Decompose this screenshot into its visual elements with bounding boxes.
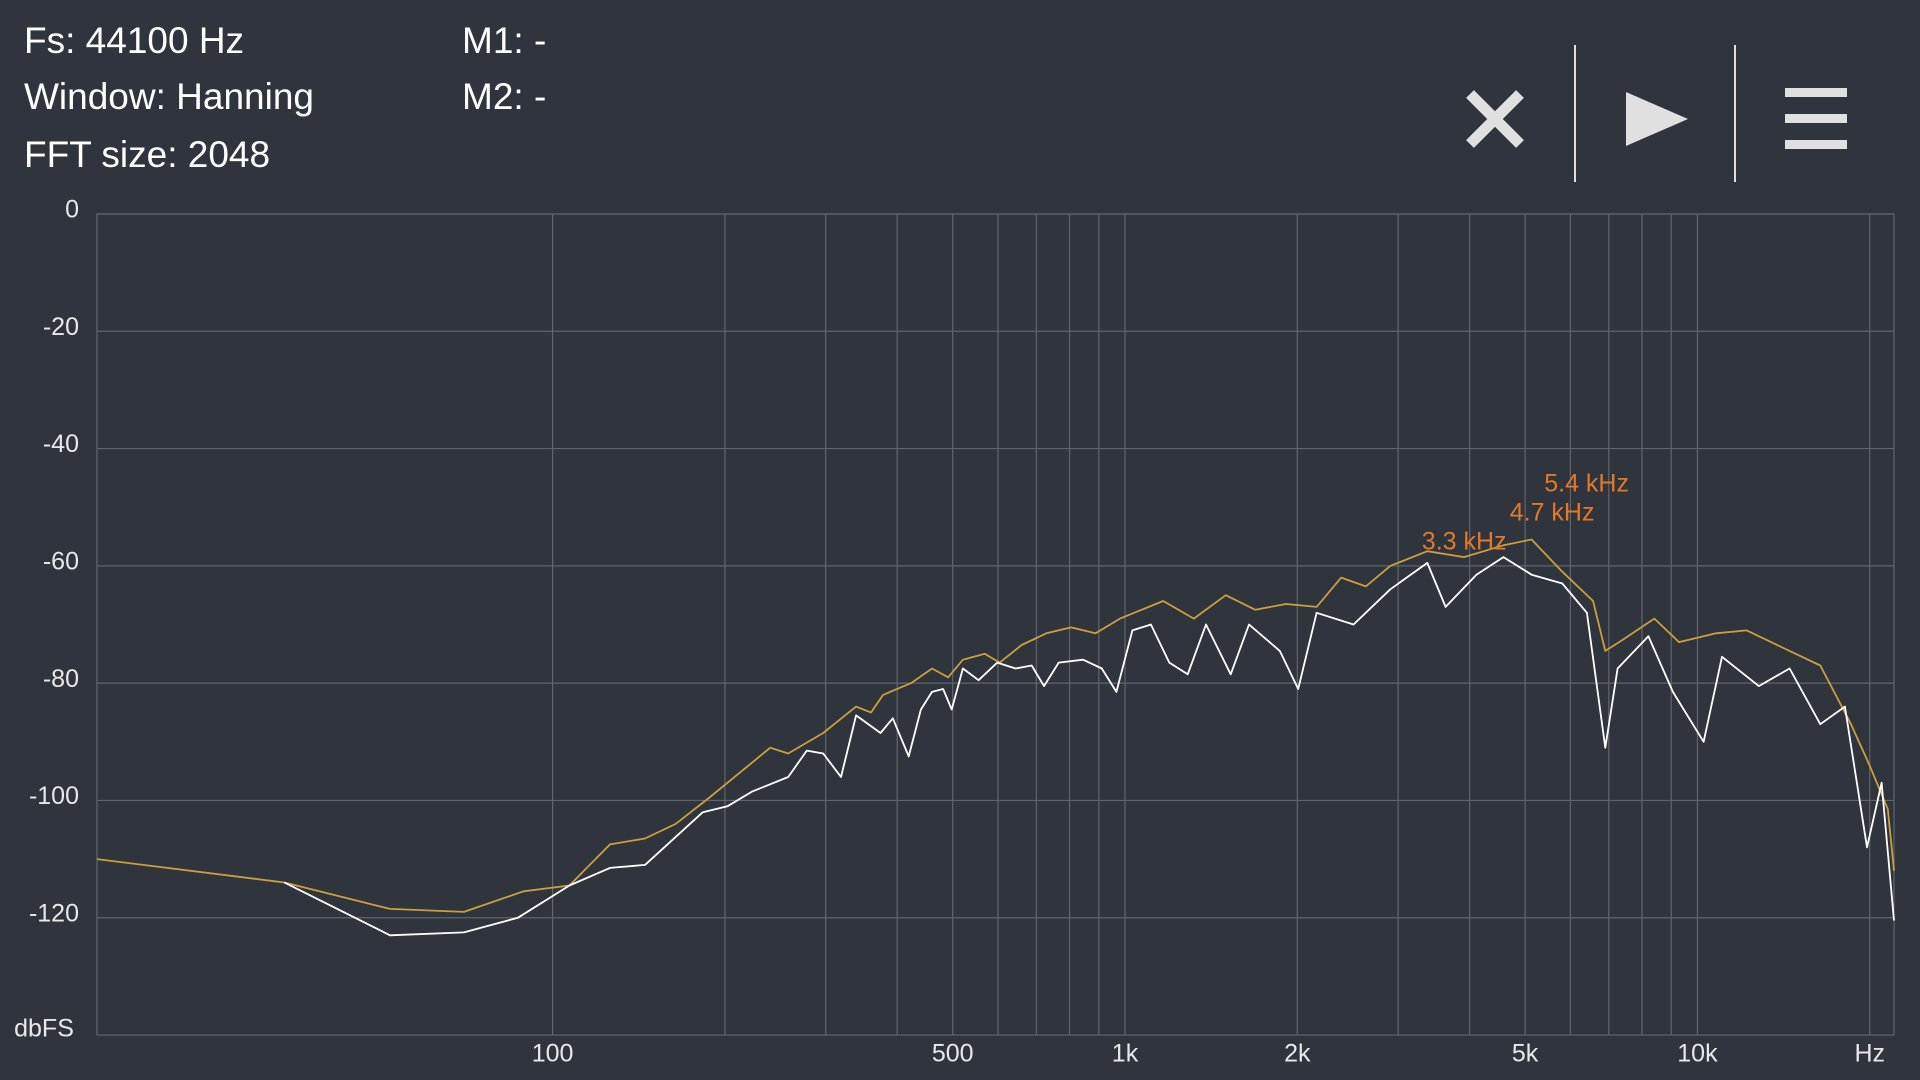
peak-label: 5.4 kHz: [1544, 470, 1629, 498]
menu-icon[interactable]: [1785, 114, 1847, 123]
x-tick-label: 2k: [1284, 1040, 1311, 1068]
y-tick-label: 0: [65, 196, 79, 224]
spectrum-line: [96, 538, 1895, 913]
y-tick-label: -120: [29, 899, 79, 927]
y-tick-label: -40: [43, 430, 79, 458]
clear-button[interactable]: [1445, 60, 1545, 178]
spectrum-line: [283, 556, 1895, 937]
y-tick-label: -80: [43, 665, 79, 693]
x-tick-label: 1k: [1112, 1040, 1139, 1068]
x-tick-label: 10k: [1677, 1040, 1718, 1068]
play-button[interactable]: [1605, 60, 1705, 178]
peak-label: 3.3 kHz: [1422, 528, 1507, 556]
marker-2: M2: -: [462, 76, 546, 117]
menu-icon[interactable]: [1785, 140, 1847, 149]
fs-info: Fs: 44100 Hz: [24, 20, 244, 61]
menu-icon[interactable]: [1785, 88, 1847, 97]
x-tick-label: 500: [932, 1040, 974, 1068]
play-icon[interactable]: [1626, 92, 1688, 146]
x-tick-label: 5k: [1512, 1040, 1539, 1068]
x-tick-label: Hz: [1854, 1040, 1885, 1068]
y-tick-label: -60: [43, 547, 79, 575]
x-tick-label: 100: [532, 1040, 574, 1068]
marker-1: M1: -: [462, 20, 546, 61]
y-tick-label: -100: [29, 782, 79, 810]
y-axis-label: dbFS: [14, 1015, 74, 1043]
clear-icon[interactable]: [1466, 90, 1524, 148]
window-info: Window: Hanning: [24, 76, 314, 117]
peak-label: 4.7 kHz: [1510, 499, 1595, 527]
menu-button[interactable]: [1766, 60, 1866, 178]
y-tick-label: -20: [43, 313, 79, 341]
fft-size-info: FFT size: 2048: [24, 134, 270, 175]
